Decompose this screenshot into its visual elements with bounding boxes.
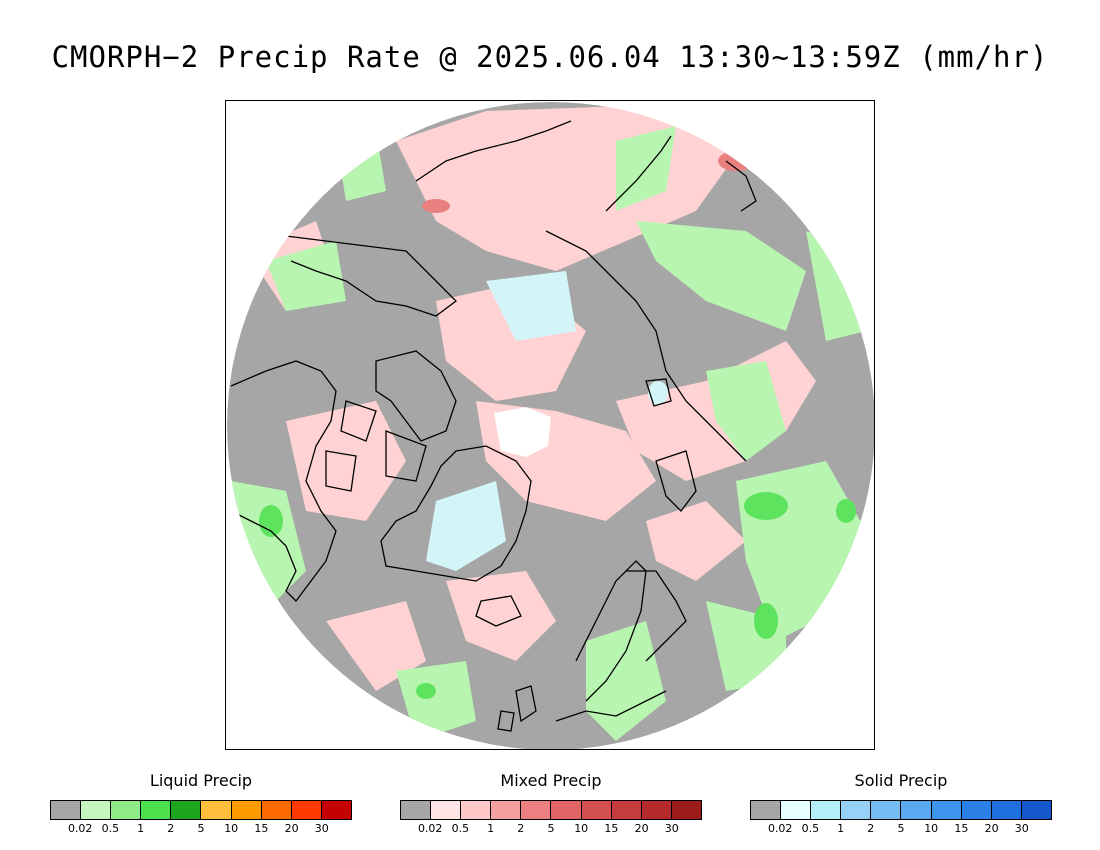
legend-tick-label: 15	[254, 822, 269, 835]
legend-tick-label: 1	[837, 822, 845, 835]
liquid-heavier-regions	[259, 492, 856, 699]
legend-swatch	[611, 801, 642, 819]
alaska-coast	[285, 235, 457, 317]
legend-tick-label: 1	[137, 822, 145, 835]
legend-tick-label: 30	[664, 822, 679, 835]
legend-tick-label: 0.02	[767, 822, 793, 835]
legend-swatch	[81, 801, 112, 819]
legend-tick-label: 10	[224, 822, 239, 835]
kamchatka-coast	[605, 135, 672, 212]
legend-swatch	[841, 801, 872, 819]
legend-liquid: Liquid Precip 0.02 0.5 1 2 5 10 15 20 30	[50, 770, 352, 836]
legend-tick-label: 20	[984, 822, 999, 835]
legend-tick-label: 15	[954, 822, 969, 835]
legend-swatch	[961, 801, 992, 819]
chukotka-coast	[415, 120, 572, 182]
legend-tick-label: 30	[314, 822, 329, 835]
legend-tick-label: 0.02	[417, 822, 443, 835]
legend-swatch	[491, 801, 522, 819]
legend-solid-title: Solid Precip	[854, 771, 948, 790]
map-canvas	[227, 102, 874, 749]
legend-swatch	[901, 801, 932, 819]
legend-swatch	[291, 801, 322, 819]
legend-swatch	[141, 801, 172, 819]
legend-solid-colorbar	[750, 800, 1052, 820]
legend-swatch	[401, 801, 432, 819]
north-america-coast	[230, 360, 337, 602]
legend-swatch	[431, 801, 462, 819]
legend-swatch	[231, 801, 262, 819]
legend-tick-label: 10	[574, 822, 589, 835]
legend-solid-ticks: 0.02 0.5 1 2 5 10 15 20 30	[750, 822, 1052, 836]
legend-swatch	[171, 801, 202, 819]
legend-swatch	[641, 801, 672, 819]
legend-tick-label: 10	[924, 822, 939, 835]
legend-swatch	[581, 801, 612, 819]
polar-data-gap	[494, 407, 551, 457]
polar-precip-map	[225, 100, 875, 750]
legend-tick-label: 0.02	[67, 822, 93, 835]
novaya-zemlya-coast	[655, 450, 697, 512]
coastlines	[230, 120, 757, 732]
legend-tick-label: 2	[867, 822, 875, 835]
legend-swatch	[51, 801, 82, 819]
russia-far-east-coast	[725, 160, 757, 212]
legend-swatch	[261, 801, 292, 819]
legend-swatch	[811, 801, 842, 819]
legend-tick-label: 20	[634, 822, 649, 835]
legend-solid: Solid Precip 0.02 0.5 1 2 5 10 15 20 30	[750, 770, 1052, 836]
legend-swatch	[521, 801, 552, 819]
legend-tick-label: 5	[547, 822, 555, 835]
legend-liquid-colorbar	[50, 800, 352, 820]
legend-mixed-title: Mixed Precip	[500, 771, 602, 790]
iceland-coast	[475, 595, 522, 627]
legend-tick-label: 2	[167, 822, 175, 835]
legend-swatch	[111, 801, 142, 819]
map-title: CMORPH−2 Precip Rate @ 2025.06.04 13:30~…	[51, 40, 1049, 74]
legend-tick-label: 15	[604, 822, 619, 835]
legend-swatch	[321, 801, 351, 819]
legend-tick-label: 20	[284, 822, 299, 835]
legend-tick-label: 2	[517, 822, 525, 835]
scandinavia-east-coast	[626, 570, 687, 662]
legend-liquid-title: Liquid Precip	[149, 771, 253, 790]
siberia-coast	[545, 230, 747, 462]
legend-swatch	[931, 801, 962, 819]
legend-tick-label: 0.5	[101, 822, 120, 835]
legend-swatch	[671, 801, 701, 819]
legend-swatch	[991, 801, 1022, 819]
legend-swatch	[781, 801, 812, 819]
solid-precip-regions	[426, 271, 668, 571]
greenland-coast	[380, 445, 532, 582]
legend-swatch	[461, 801, 492, 819]
legend-tick-label: 30	[1014, 822, 1029, 835]
legend-tick-label: 5	[897, 822, 905, 835]
british-isles-coast	[497, 685, 537, 732]
legend-tick-label: 5	[197, 822, 205, 835]
legend-mixed-ticks: 0.02 0.5 1 2 5 10 15 20 30	[400, 822, 702, 836]
european-coast	[555, 690, 667, 722]
legend-mixed-colorbar	[400, 800, 702, 820]
legend-swatch	[201, 801, 232, 819]
legend-liquid-ticks: 0.02 0.5 1 2 5 10 15 20 30	[50, 822, 352, 836]
legend-swatch	[751, 801, 782, 819]
legend-swatch	[551, 801, 582, 819]
legend-tick-label: 0.5	[801, 822, 820, 835]
legend-mixed: Mixed Precip 0.02 0.5 1 2 5 10 15 20 30	[400, 770, 702, 836]
legend-swatch	[871, 801, 902, 819]
legend-swatch	[1021, 801, 1051, 819]
legend-tick-label: 0.5	[451, 822, 470, 835]
canadian-archipelago-coast	[325, 350, 457, 492]
legend-tick-label: 1	[487, 822, 495, 835]
svalbard-coast	[645, 378, 672, 407]
